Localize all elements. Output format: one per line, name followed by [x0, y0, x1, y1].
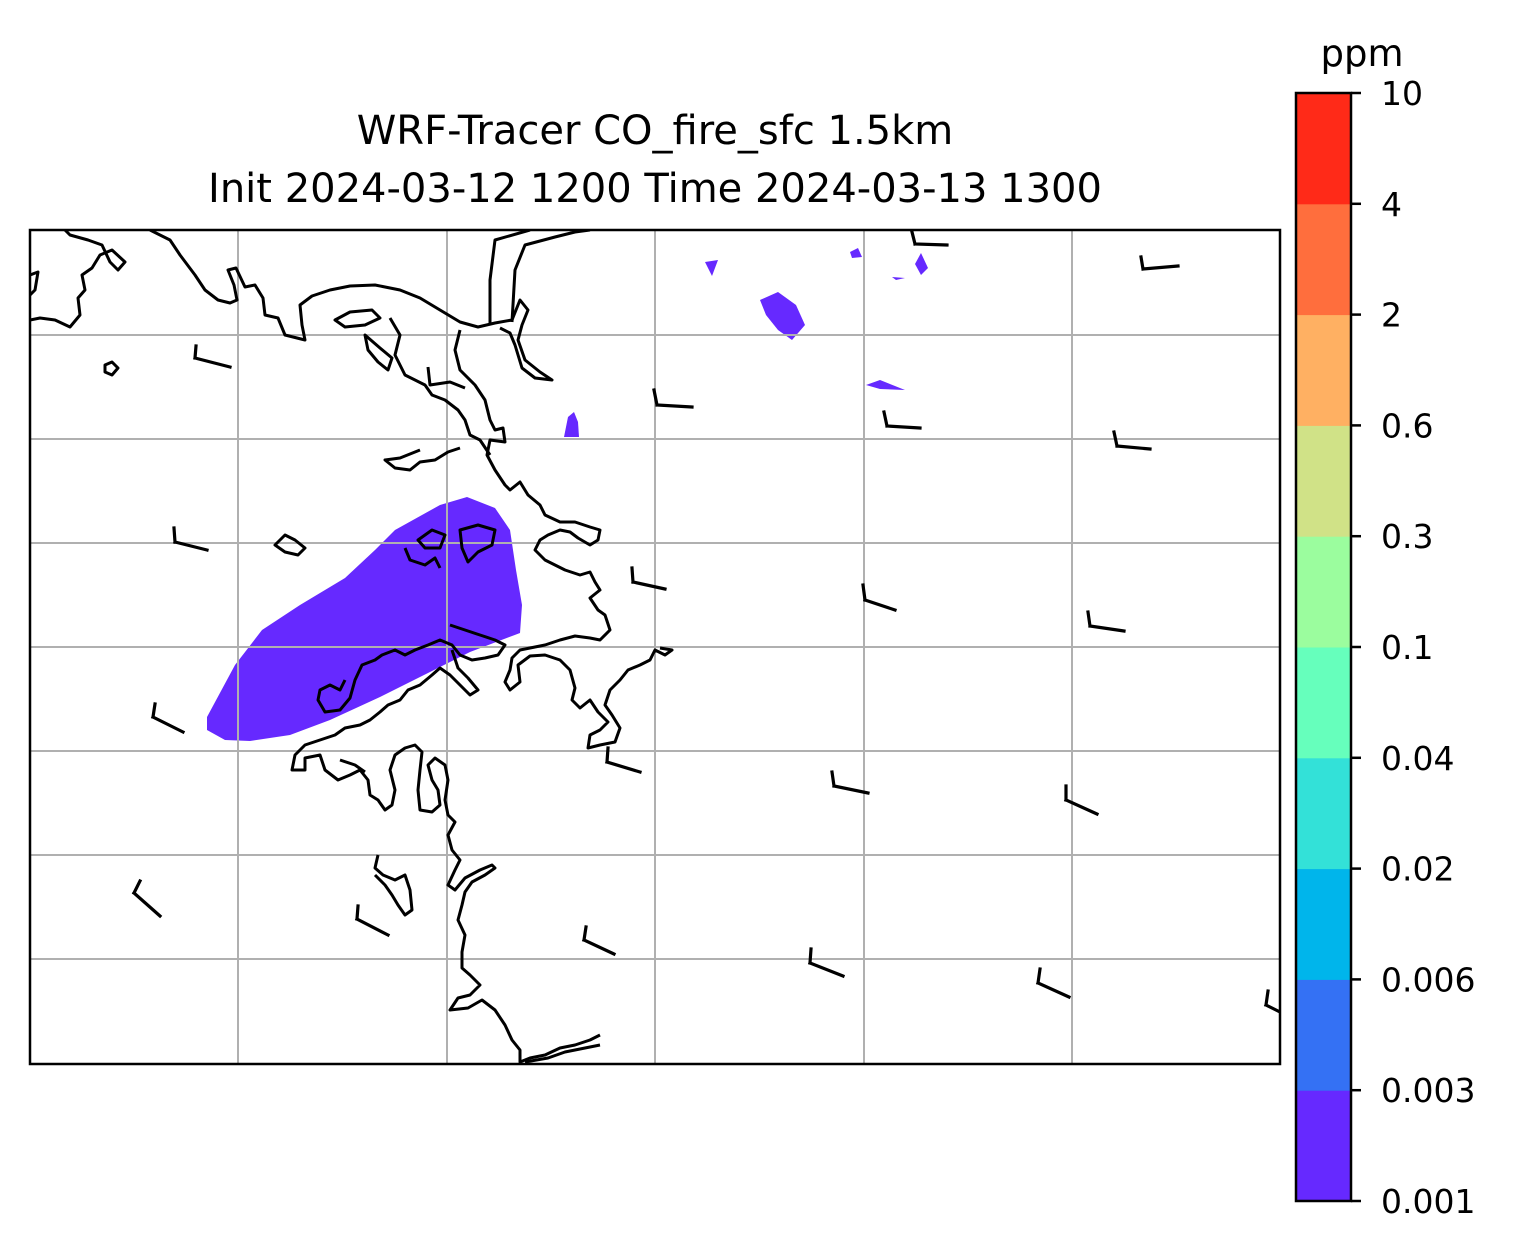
wind-barb — [1035, 967, 1072, 1000]
wind-barb — [882, 410, 922, 430]
colorbar-tick-label: 0.006 — [1381, 960, 1475, 999]
wind-barb — [1263, 989, 1280, 1014]
coastline-north-bay — [149, 230, 554, 382]
wind-barb — [1086, 610, 1126, 633]
colorbar-tick-label: 0.02 — [1381, 850, 1454, 889]
map-frame — [28, 228, 1282, 1066]
wind-barb — [1063, 784, 1100, 817]
wind-barb — [193, 344, 232, 369]
colorbar-band — [1296, 425, 1351, 537]
wind-barb — [150, 702, 186, 735]
wind-barb — [807, 947, 846, 979]
co-plume-small-5 — [892, 277, 905, 280]
coastline-lagoon-inner — [383, 446, 461, 472]
colorbar-tick-label: 0.6 — [1381, 406, 1433, 445]
colorbar-tick-label: 0.3 — [1381, 517, 1433, 556]
colorbar-band — [1296, 203, 1351, 316]
co-plume-small-2 — [705, 260, 718, 276]
coastline-river-east — [510, 230, 591, 323]
colorbar-tick-label: 4 — [1381, 185, 1402, 224]
wind-barb — [1112, 430, 1152, 451]
wind-barb — [172, 526, 209, 552]
map-title-line1: WRF-Tracer CO_fire_sfc 1.5km — [356, 108, 954, 154]
colorbar-tick-label: 10 — [1381, 74, 1423, 113]
co-plume-main — [207, 497, 522, 741]
co-plume-small-3 — [850, 248, 862, 258]
coastline-south-cape — [339, 758, 601, 1064]
wind-barb — [861, 583, 898, 613]
colorbar-band — [1296, 757, 1351, 870]
colorbar-tick-label: 0.001 — [1381, 1182, 1475, 1221]
wind-barb — [652, 388, 694, 409]
gridlines — [30, 230, 1280, 1064]
colorbar-tick-label: 0.1 — [1381, 628, 1433, 667]
coastline-river-west — [488, 230, 531, 325]
co-plume-small-7 — [866, 380, 905, 390]
coastlines — [30, 230, 674, 1064]
wind-barb — [605, 746, 642, 774]
colorbar-tick-label: 0.04 — [1381, 739, 1454, 778]
colorbar-unit-label: ppm — [1320, 32, 1403, 75]
coastline-delta — [290, 623, 601, 1064]
colorbar-band — [1296, 536, 1351, 648]
wind-barb — [830, 770, 870, 795]
colorbar-tick-label: 2 — [1381, 296, 1402, 335]
coastline-lagoon-islands — [273, 523, 497, 569]
coastline-north-shore — [30, 230, 127, 329]
colorbar-band — [1296, 647, 1351, 759]
colorbar-band — [1296, 1090, 1351, 1202]
colorbar: 0.001 0.003 0.006 0.02 0.04 0.1 0.3 0.6 2 4 10 ppm — [1294, 32, 1475, 1221]
wind-barb — [1139, 255, 1180, 271]
colorbar-tick-label: 0.003 — [1381, 1071, 1475, 1110]
co-plume-small-6 — [564, 412, 579, 437]
wind-barb — [354, 904, 391, 938]
map-title-line2: Init 2024-03-12 1200 Time 2024-03-13 130… — [208, 166, 1102, 212]
wind-barb — [581, 925, 617, 957]
co-plume-small-4 — [915, 253, 928, 275]
colorbar-band — [1296, 979, 1351, 1091]
wind-barb — [131, 878, 163, 919]
co-plume-small-1 — [760, 292, 805, 340]
coastline-lagoon-shore — [103, 308, 492, 456]
wind-barb — [910, 230, 949, 247]
colorbar-band — [1296, 868, 1351, 980]
coastline-central-inlet — [453, 329, 674, 750]
wind-barb — [630, 566, 667, 591]
wind-barbs — [131, 230, 1280, 1014]
colorbar-band — [1296, 93, 1351, 205]
co-plume-layer — [207, 248, 928, 741]
colorbar-band — [1296, 314, 1351, 426]
